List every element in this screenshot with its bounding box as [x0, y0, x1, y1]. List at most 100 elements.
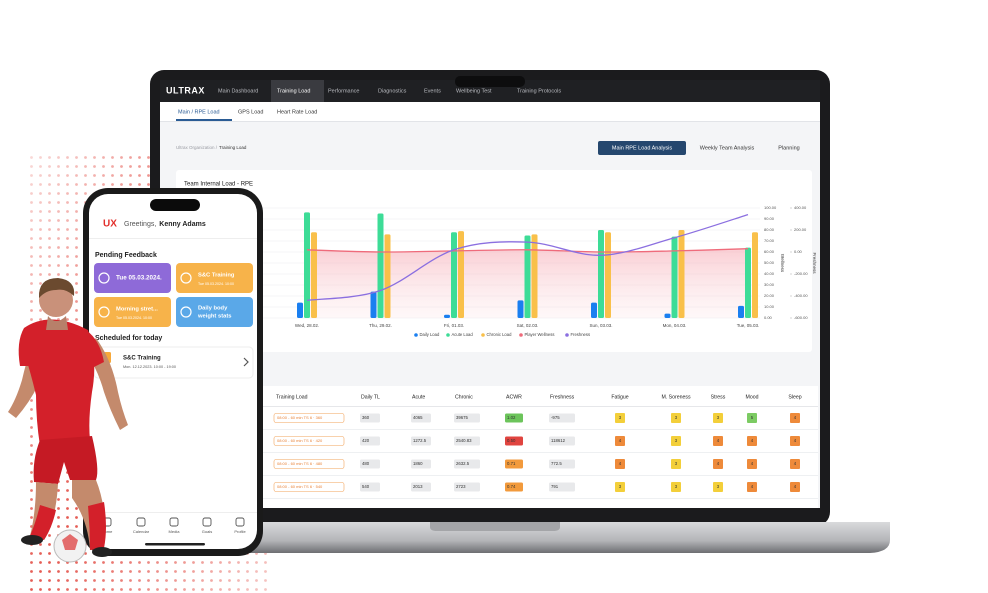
score-value: 3: [675, 484, 678, 489]
subtab-underline: [176, 119, 232, 121]
x-tick-label: Thu, 29.02.: [369, 323, 392, 328]
nav-item[interactable]: Wellbeing Test: [456, 88, 492, 94]
score-value: 4: [794, 461, 797, 466]
x-tick-label: Wed, 28.02.: [295, 323, 319, 328]
nav-item[interactable]: Events: [424, 88, 441, 94]
bar: [377, 213, 384, 318]
session-pill: [273, 482, 345, 492]
schedule-time: Mon. 12.12.2023. 10:00 - 19:00: [123, 365, 176, 369]
button[interactable]: Planning: [778, 145, 799, 151]
subtab[interactable]: Main / RPE Load: [178, 109, 220, 115]
cell-pill: [549, 413, 575, 423]
x-tick-label: Sat, 02.03.: [517, 323, 539, 328]
cell-value: 2632.5: [456, 461, 470, 466]
legend-label: Player Wellness: [525, 332, 555, 337]
nav-active: [271, 80, 324, 102]
nav-label[interactable]: Profile: [234, 529, 246, 534]
cell-value: 360: [362, 415, 370, 420]
breadcrumb-current: Training Load: [219, 145, 247, 150]
cell-value: 4065: [413, 415, 423, 420]
score-value: 4: [619, 438, 622, 443]
score-box: [747, 459, 757, 469]
button[interactable]: Weekly Team Analysis: [700, 145, 755, 151]
y2-tick-label: -200.00: [794, 271, 808, 276]
cell-value: 791: [551, 484, 559, 489]
top-nav: [160, 80, 820, 102]
cell-value: 1.02: [507, 415, 516, 420]
nav-item[interactable]: Main Dashboard: [218, 88, 258, 94]
y-tick-label: 90.00: [764, 216, 775, 221]
y-tick-label: 80.00: [764, 227, 775, 232]
app-logo: UX: [103, 219, 117, 230]
y-tick-label: 20.00: [764, 293, 775, 298]
cell-value: 0.74: [507, 484, 516, 489]
nav-icon[interactable]: [136, 517, 146, 527]
nav-label[interactable]: Calendar: [133, 529, 150, 534]
table-header: M. Soreness: [661, 394, 691, 400]
legend-swatch: [565, 333, 569, 337]
bar: [745, 247, 751, 318]
nav-item[interactable]: Diagnostics: [378, 88, 407, 94]
bar: [517, 300, 524, 318]
cell-pill: [505, 459, 523, 469]
feedback-card[interactable]: [176, 297, 253, 327]
score-box: [615, 459, 625, 469]
subtab[interactable]: Heart Rate Load: [277, 109, 317, 115]
cell-pill: [505, 413, 523, 423]
nav-item[interactable]: Performance: [328, 88, 360, 94]
button[interactable]: Main RPE Load Analysis: [612, 145, 672, 151]
legend-label: Acute Load: [452, 332, 474, 337]
y-tick-label: 60.00: [764, 249, 775, 254]
score-box: [790, 459, 800, 469]
table-header: Training Load: [276, 394, 308, 400]
y-tick-label: 40.00: [764, 271, 775, 276]
y2-tick-label: 0.00: [794, 249, 803, 254]
nav-label[interactable]: Goals: [202, 529, 212, 534]
score-box: [615, 413, 625, 423]
card-icon: [98, 272, 110, 284]
score-box: [615, 436, 625, 446]
score-box: [713, 413, 723, 423]
nav-item[interactable]: Training Protocols: [517, 88, 561, 94]
cell-value: 39675: [456, 415, 469, 420]
schedule-card[interactable]: [93, 346, 254, 379]
bar: [311, 232, 317, 318]
legend-swatch: [481, 333, 485, 337]
section-title: Scheduled for today: [95, 335, 162, 342]
y2-tick-label: 400.00: [794, 205, 807, 210]
cell-value: 0.71: [507, 461, 516, 466]
card-title: Daily body: [198, 306, 228, 312]
score-value: 4: [751, 461, 754, 466]
feedback-card[interactable]: [94, 263, 171, 293]
line: [306, 248, 749, 253]
card-title: Tue 05.03.2024.: [116, 275, 162, 282]
nav-label[interactable]: Media: [169, 529, 181, 534]
cell-value: 1860: [413, 461, 423, 466]
breadcrumb: Ultrax Organization /: [176, 145, 218, 150]
session-pill: [273, 459, 345, 469]
subtab-bar: [160, 102, 820, 122]
legend-swatch: [446, 333, 450, 337]
nav-icon[interactable]: [169, 517, 179, 527]
score-value: 3: [717, 415, 720, 420]
cell-pill: [454, 436, 480, 446]
score-value: 4: [794, 438, 797, 443]
nav-label[interactable]: Home: [102, 529, 113, 534]
bar: [752, 232, 758, 318]
score-box: [713, 482, 723, 492]
score-value: 3: [619, 484, 622, 489]
feedback-card[interactable]: [176, 263, 253, 293]
laptop-groove: [430, 522, 560, 531]
cell-value: 420: [362, 438, 370, 443]
cell-value: 480: [362, 461, 370, 466]
nav-item[interactable]: Training Load: [277, 88, 310, 94]
cell-pill: [411, 459, 431, 469]
nav-icon[interactable]: [235, 517, 245, 527]
score-value: 4: [794, 484, 797, 489]
cell-pill: [411, 413, 431, 423]
laptop-base: [100, 522, 890, 553]
y2-axis-label: Freshness: [812, 252, 817, 274]
subtab[interactable]: GPS Load: [238, 109, 263, 115]
nav-icon[interactable]: [202, 517, 212, 527]
feedback-card[interactable]: [94, 297, 171, 327]
